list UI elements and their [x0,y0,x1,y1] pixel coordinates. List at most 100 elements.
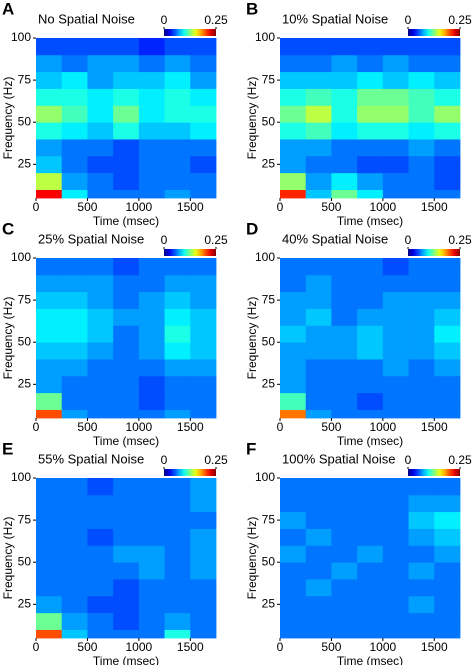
heatmap-cell [280,105,307,123]
heatmap-cell [36,172,63,190]
heatmap-cell [305,595,332,614]
heatmap-cell [305,494,332,513]
heatmap-cell [434,562,461,580]
heatmap-cell [408,122,435,140]
heatmap-cell [280,342,307,360]
heatmap-cell [87,545,114,563]
heatmap-cell [87,359,114,377]
heatmap-cell [280,478,307,496]
heatmap-cell [113,54,140,73]
heatmap-cell [434,71,461,89]
heatmap-cell [357,71,384,89]
heatmap-cell [305,258,332,276]
heatmap-cell [357,511,384,529]
y-tick-label: 25 [18,156,32,170]
heatmap-cell [190,595,217,614]
heatmap-cell [280,359,307,377]
heatmap-cell [382,189,409,199]
heatmap-cell [190,172,217,190]
heatmap-cell [61,528,88,546]
heatmap-cell [164,511,191,529]
heatmap-cell [87,375,114,394]
heatmap-cell [164,38,191,56]
heatmap-cell [357,375,384,394]
heatmap-cell [36,38,63,56]
heatmap-cell [382,409,409,419]
x-tick-label: 500 [77,640,97,654]
y-tick-label: 50 [18,334,32,348]
heatmap-cell [357,291,384,309]
heatmap-cell [408,189,435,199]
heatmap-cell [138,291,165,309]
heatmap-cell [434,375,461,394]
y-tick-label: 25 [262,376,276,390]
heatmap-cell [138,258,165,276]
heatmap-cell [138,562,165,580]
heatmap-cell [434,274,461,293]
heatmap-cell [408,325,435,343]
heatmap-cell [113,71,140,89]
x-tick-label: 0 [277,200,284,214]
colorbar-tick-label: 0.25 [204,233,228,247]
heatmap-cell [113,38,140,56]
heatmap-cell [164,528,191,546]
heatmap-cell [164,359,191,377]
x-axis-label: Time (msec) [337,654,403,665]
heatmap-cell [408,478,435,496]
heatmap-cell [113,579,140,597]
heatmap-cell [87,528,114,546]
heatmap-cell [164,478,191,496]
heatmap-cell [305,71,332,89]
heatmap-cell [357,409,384,419]
heatmap-cell [138,122,165,140]
heatmap-cell [138,579,165,597]
y-tick-label: 50 [18,114,32,128]
heatmap-cell [331,392,358,410]
x-tick-label: 1000 [126,640,153,654]
heatmap-cell [382,612,409,630]
heatmap-cell [305,629,332,639]
heatmap-cell [408,308,435,326]
heatmap-cell [190,545,217,563]
heatmap-cell [113,291,140,309]
panel-title: No Spatial Noise [38,11,135,26]
heatmap-cell [280,258,307,276]
heatmap-cell [382,579,409,597]
heatmap-cell [61,375,88,394]
heatmap-cell [305,325,332,343]
heatmap-cell [408,88,435,106]
heatmap-cell [434,511,461,529]
heatmap-cell [408,579,435,597]
heatmap-cell [190,359,217,377]
y-tick-label: 75 [18,72,32,86]
heatmap-cell [408,291,435,309]
colorbar [164,469,216,476]
heatmap-cell [382,359,409,377]
heatmap-cell [357,122,384,140]
heatmap-cell [357,494,384,513]
heatmap-cell [331,38,358,56]
heatmap-cell [408,562,435,580]
heatmap-cell [357,139,384,157]
heatmap-cell [357,38,384,56]
heatmap-cell [113,528,140,546]
heatmap-cell [280,545,307,563]
y-tick-label: 25 [262,156,276,170]
heatmap-cell [36,612,63,630]
heatmap-cell [331,122,358,140]
colorbar-tick-label: 0 [161,233,168,247]
heatmap-cell [190,38,217,56]
heatmap-cell [382,155,409,174]
heatmap-cell [61,189,88,199]
heatmap-cell [190,308,217,326]
heatmap-cell [190,562,217,580]
heatmap-cell [36,54,63,73]
heatmap-cell [36,545,63,563]
heatmap-cell [434,392,461,410]
heatmap-cell [113,511,140,529]
heatmap-cell [61,155,88,174]
heatmap-cell [61,612,88,630]
x-tick-label: 0 [33,200,40,214]
heatmap-cell [61,494,88,513]
